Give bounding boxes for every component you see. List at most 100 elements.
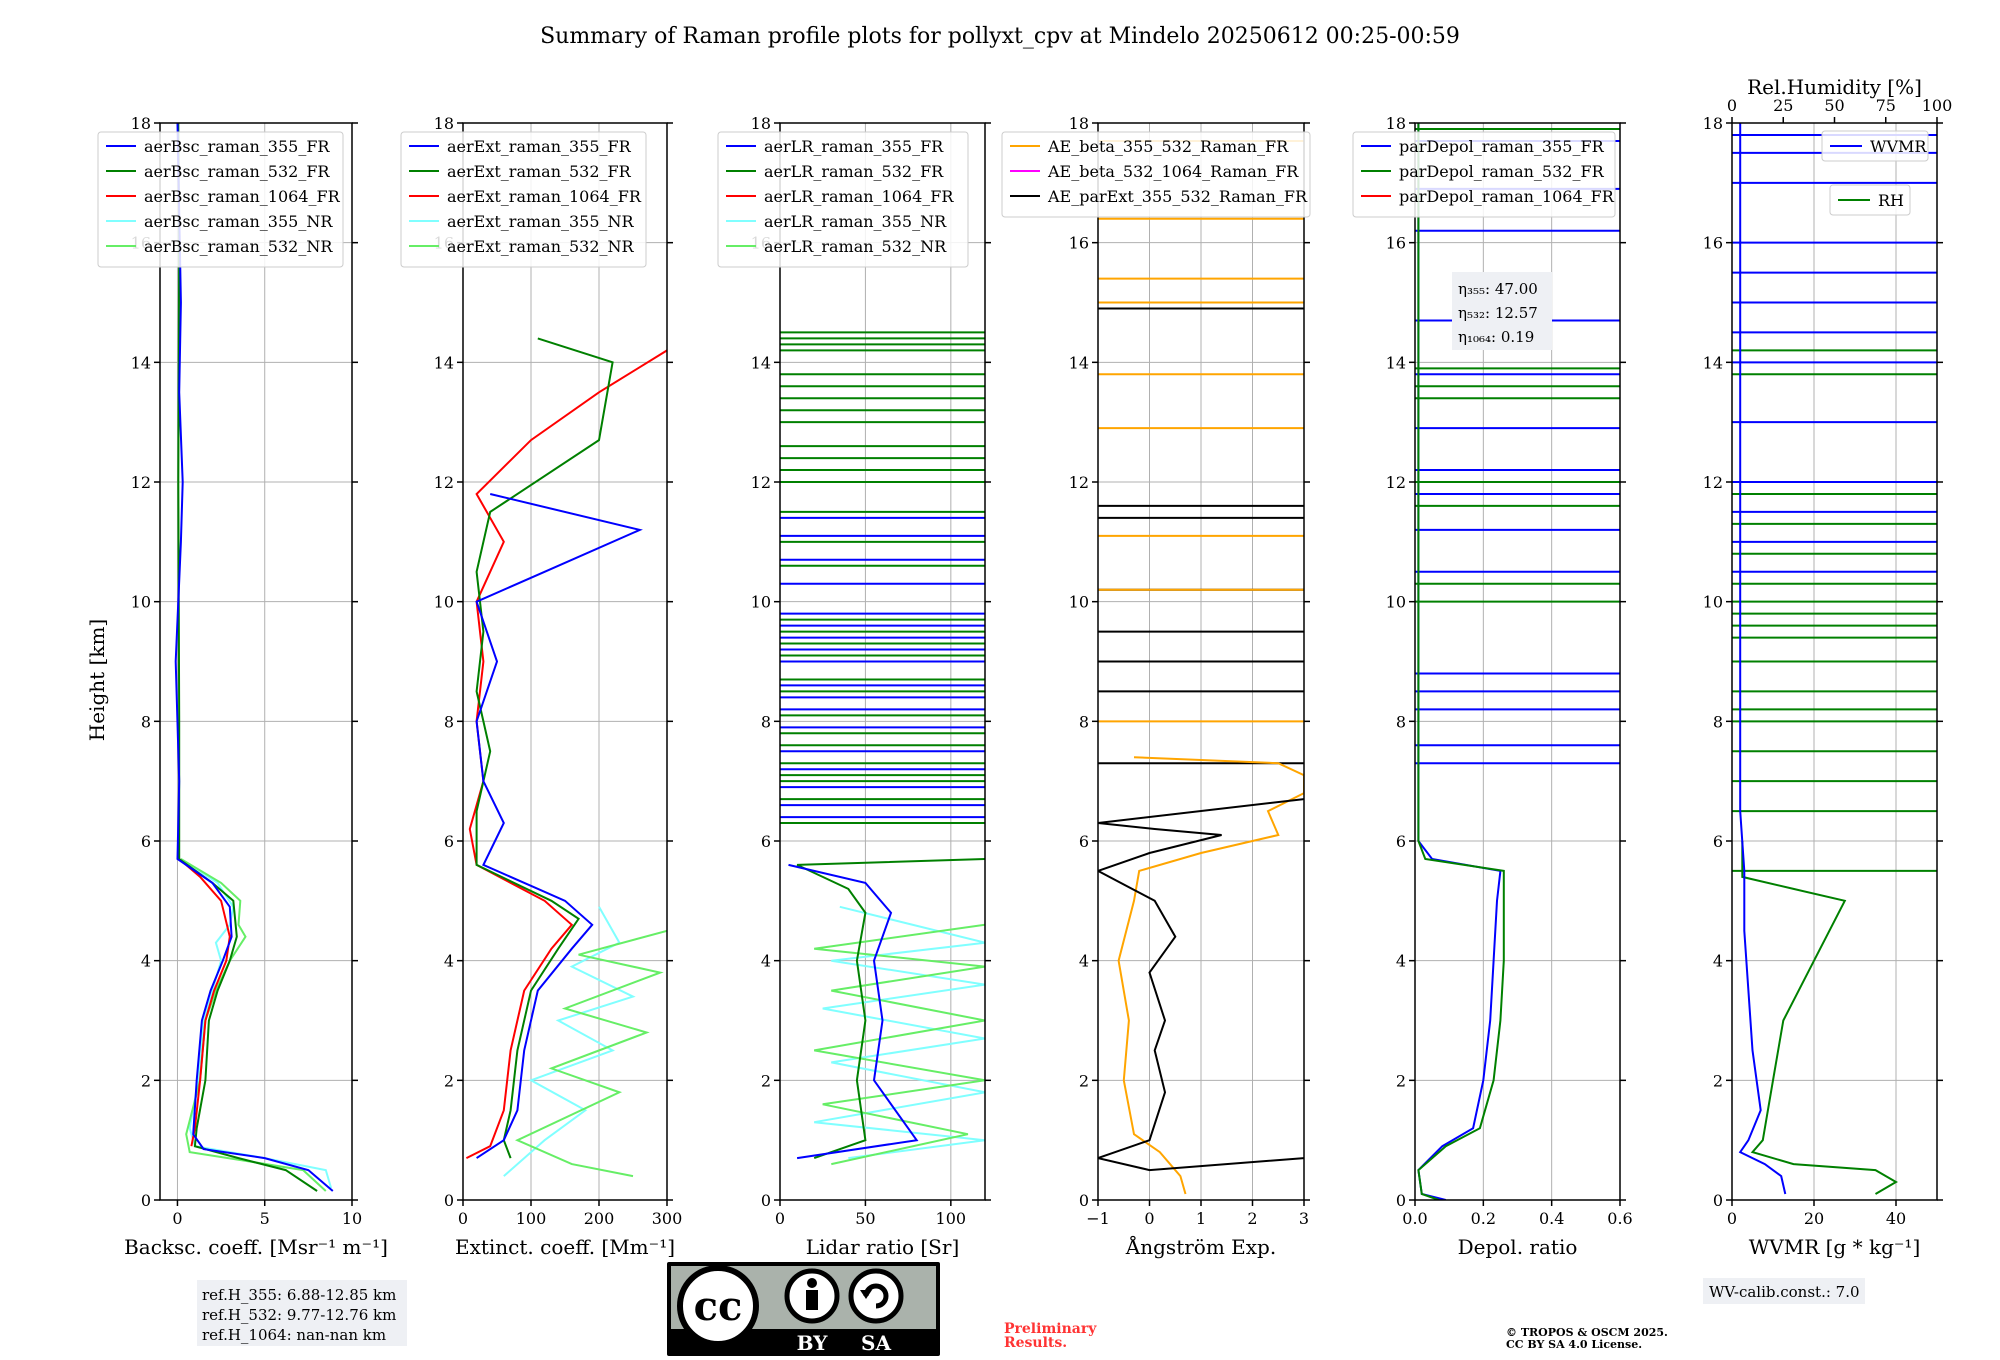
series-aerLR_raman_532_NR (814, 923, 985, 1166)
x-tick-label-depol: 0.6 (1607, 1209, 1632, 1228)
x-axis-label-ae: Ångström Exp. (1125, 1234, 1276, 1259)
preliminary-label-1: Preliminary (1004, 1321, 1097, 1337)
y-tick-label-ext: 8 (444, 712, 454, 731)
x-tick-label-lr: 0 (775, 1209, 785, 1228)
x-tick-label-ext: 200 (584, 1209, 615, 1228)
legend-box-depol (1352, 131, 1616, 218)
legend-label-aerBsc_raman_355_NR: aerBsc_raman_355_NR (144, 212, 333, 231)
y-tick-label-ae: 0 (1079, 1191, 1089, 1210)
x-tick-label-lr: 50 (855, 1209, 875, 1228)
y-tick-label-wv: 6 (1713, 832, 1723, 851)
y-tick-label-lr: 2 (761, 1071, 771, 1090)
badge-sa-label: SA (861, 1331, 891, 1355)
series-aerLR_raman_355_NR (814, 905, 985, 1160)
legend-label-aerLR_raman_1064_FR: aerLR_raman_1064_FR (764, 187, 954, 206)
y-tick-label-ext: 14 (434, 353, 454, 372)
eta-value-0: η₃₅₅: 47.00 (1458, 280, 1538, 298)
y-tick-label-bsc: 4 (141, 952, 151, 971)
y-tick-label-wv: 10 (1703, 593, 1723, 612)
y-tick-label-lr: 8 (761, 712, 771, 731)
x-tick-label-ae: −1 (1086, 1209, 1110, 1228)
legend-box-ext (400, 131, 647, 268)
badge-by-label: BY (797, 1331, 829, 1355)
x-axis-label-ext: Extinct. coeff. [Mm⁻¹] (455, 1235, 675, 1259)
series-RH (1741, 841, 1898, 1195)
y-tick-label-depol: 2 (1396, 1071, 1406, 1090)
axes-frame-ext (462, 122, 668, 1201)
y-tick-label-bsc: 18 (131, 114, 151, 133)
x-tick-label-lr: 100 (936, 1209, 967, 1228)
share-alike-icon (848, 1268, 904, 1324)
x-tick-label-ext: 0 (458, 1209, 468, 1228)
y-tick-label-wv: 0 (1713, 1191, 1723, 1210)
x-tick-label-wv: 20 (1804, 1209, 1824, 1228)
legend-label-aerExt_raman_355_FR: aerExt_raman_355_FR (447, 137, 632, 156)
x-axis-label-depol: Depol. ratio (1458, 1235, 1578, 1259)
top-x-tick-label-wv: 75 (1876, 96, 1896, 115)
legend-label-aerExt_raman_532_FR: aerExt_raman_532_FR (447, 162, 632, 181)
panel-depol: 0 2 4 6 8 10 12 14 16 18 0.0 0.2 0.4 0.6 Depol. ratio p… (1352, 114, 1633, 1259)
y-tick-label-wv: 2 (1713, 1071, 1723, 1090)
copyright-line-2: CC BY SA 4.0 License. (1506, 1338, 1642, 1351)
series-parDepol_raman_532_FR (1417, 123, 1505, 1200)
y-tick-label-ext: 0 (444, 1191, 454, 1210)
data-bsc (174, 123, 334, 1192)
series-AE_beta_355_532_Raman_FR (1117, 756, 1304, 1195)
legend-label-aerBsc_raman_532_NR: aerBsc_raman_532_NR (144, 237, 333, 256)
y-tick-label-ae: 2 (1079, 1071, 1089, 1090)
y-tick-label-bsc: 8 (141, 712, 151, 731)
y-tick-label-ae: 16 (1069, 234, 1089, 253)
grid-bsc (160, 122, 353, 1201)
series-aerLR_raman_532_FR (796, 858, 985, 1160)
ref-height-1064: ref.H_1064: nan-nan km (202, 1326, 386, 1344)
preliminary-label-2: Results. (1004, 1335, 1067, 1351)
x-tick-label-ae: 0 (1144, 1209, 1154, 1228)
legend-label-aerExt_raman_532_NR: aerExt_raman_532_NR (447, 237, 635, 256)
x-tick-label-depol: 0.0 (1402, 1209, 1427, 1228)
ref-height-532: ref.H_532: 9.77-12.76 km (202, 1306, 396, 1324)
series-aerBsc_raman_355_NR (180, 858, 333, 1189)
y-tick-label-wv: 18 (1703, 114, 1723, 133)
y-tick-label-lr: 6 (761, 832, 771, 851)
x-tick-label-ext: 100 (516, 1209, 547, 1228)
y-tick-label-ae: 6 (1079, 832, 1089, 851)
y-tick-label-depol: 8 (1396, 712, 1406, 731)
y-tick-label-lr: 0 (761, 1191, 771, 1210)
legend-label-RH: RH (1878, 191, 1904, 210)
copyright-line-1: © TROPOS & OSCM 2025. (1506, 1326, 1668, 1339)
y-tick-label-ae: 8 (1079, 712, 1089, 731)
legend-label-aerBsc_raman_1064_FR: aerBsc_raman_1064_FR (144, 187, 341, 206)
x-tick-label-wv: 0 (1727, 1209, 1737, 1228)
y-tick-label-depol: 0 (1396, 1191, 1406, 1210)
x-tick-label-wv: 40 (1886, 1209, 1906, 1228)
legend-label-WVMR: WVMR (1870, 137, 1927, 156)
y-tick-label-ext: 2 (444, 1071, 454, 1090)
y-tick-label-depol: 12 (1386, 473, 1406, 492)
legend-label-parDepol_raman_1064_FR: parDepol_raman_1064_FR (1399, 187, 1615, 206)
legend-label-aerExt_raman_1064_FR: aerExt_raman_1064_FR (447, 187, 642, 206)
y-tick-label-depol: 18 (1386, 114, 1406, 133)
x-tick-label-ae: 1 (1196, 1209, 1206, 1228)
axes-frame-bsc (159, 122, 353, 1201)
y-tick-label-ext: 18 (434, 114, 454, 133)
y-tick-label-bsc: 0 (141, 1191, 151, 1210)
legend-lr: aerLR_raman_355_FR aerLR_raman_532_FR aerL… (717, 131, 969, 268)
series-aerBsc_raman_532_FR (177, 123, 318, 1192)
panel-lr: 024681012141618050100Lidar ratio [Sr]aer… (717, 114, 991, 1259)
legend-box-lr (717, 131, 969, 268)
figure-title: Summary of Raman profile plots for polly… (540, 24, 1460, 49)
legend-label-aerLR_raman_355_NR: aerLR_raman_355_NR (764, 212, 947, 231)
series-aerExt_raman_355_NR (503, 906, 636, 1177)
cc-by-sa-badge[interactable]: cc BY SA (667, 1262, 940, 1356)
legend-ae: AE_beta_355_532_Raman_FR AE_beta_532_1064… (1001, 131, 1311, 218)
series-WVMR (1738, 123, 1787, 1195)
y-tick-label-lr: 18 (751, 114, 771, 133)
top-x-tick-label-wv: 0 (1727, 96, 1737, 115)
y-tick-label-depol: 6 (1396, 832, 1406, 851)
x-axis-label-bsc: Backsc. coeff. [Msr⁻¹ m⁻¹] (124, 1235, 388, 1259)
legend-box-wvmr (1821, 130, 1929, 162)
y-tick-label-ext: 10 (434, 593, 454, 612)
